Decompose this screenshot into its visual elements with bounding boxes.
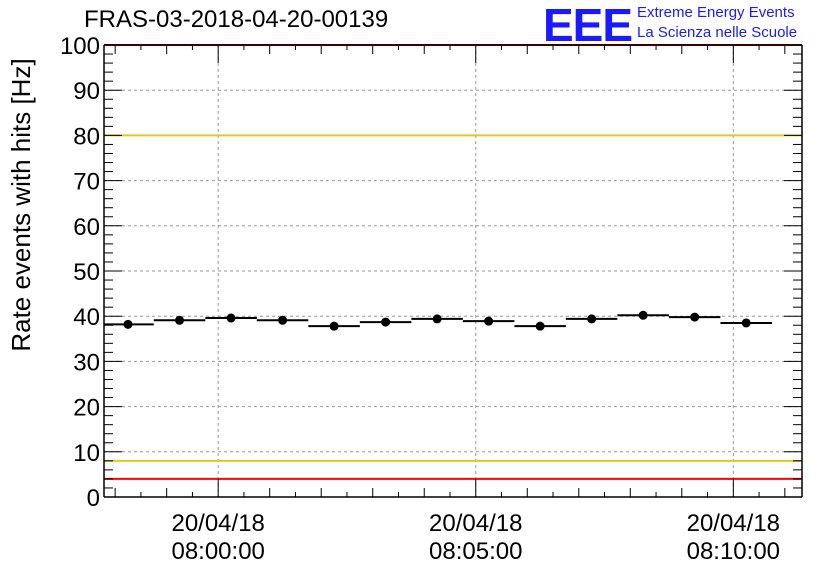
- data-point: [432, 314, 442, 324]
- y-tick-label: 70: [73, 169, 100, 196]
- data-point: [278, 315, 288, 325]
- y-tick-labels: 0 10 20 30 40 50 60 70 80 90 100: [60, 33, 100, 512]
- y-tick-label: 30: [73, 349, 100, 376]
- logo-line-2: La Scienza nelle Scuole: [637, 24, 798, 41]
- data-point: [690, 312, 700, 322]
- y-tick-label: 40: [73, 304, 100, 331]
- x-tick-time-label: 08:10:00: [687, 538, 780, 565]
- data-point: [123, 319, 133, 329]
- x-tick-date-label: 20/04/18: [171, 510, 264, 537]
- axis-ticks: [104, 44, 802, 498]
- data-point: [535, 321, 545, 331]
- grid-lines: [104, 45, 802, 497]
- x-tick-labels: 20/04/1808:00:0020/04/1808:05:0020/04/18…: [171, 510, 780, 565]
- eee-logo: EEE: [543, 0, 633, 51]
- data-point: [175, 315, 185, 325]
- y-tick-label: 0: [87, 485, 100, 512]
- logo-line-1: Extreme Energy Events: [637, 4, 795, 21]
- y-tick-label: 50: [73, 259, 100, 286]
- y-tick-label: 60: [73, 214, 100, 241]
- x-tick-time-label: 08:00:00: [171, 538, 264, 565]
- data-point: [587, 314, 597, 324]
- data-point: [226, 313, 236, 323]
- x-tick-time-label: 08:05:00: [429, 538, 522, 565]
- data-point: [741, 318, 751, 328]
- data-point: [329, 321, 339, 331]
- data-points: [104, 310, 772, 331]
- y-tick-label: 10: [73, 440, 100, 467]
- x-tick-date-label: 20/04/18: [687, 510, 780, 537]
- data-point: [381, 317, 391, 327]
- y-tick-label: 20: [73, 395, 100, 422]
- y-tick-label: 80: [73, 123, 100, 150]
- data-point: [484, 316, 494, 326]
- y-tick-label: 100: [60, 33, 100, 60]
- data-point: [638, 310, 648, 320]
- reference-lines: [104, 44, 802, 480]
- x-tick-date-label: 20/04/18: [429, 510, 522, 537]
- chart-title: FRAS-03-2018-04-20-00139: [84, 6, 389, 33]
- y-tick-label: 90: [73, 78, 100, 105]
- y-axis-label: Rate events with hits [Hz]: [6, 58, 36, 351]
